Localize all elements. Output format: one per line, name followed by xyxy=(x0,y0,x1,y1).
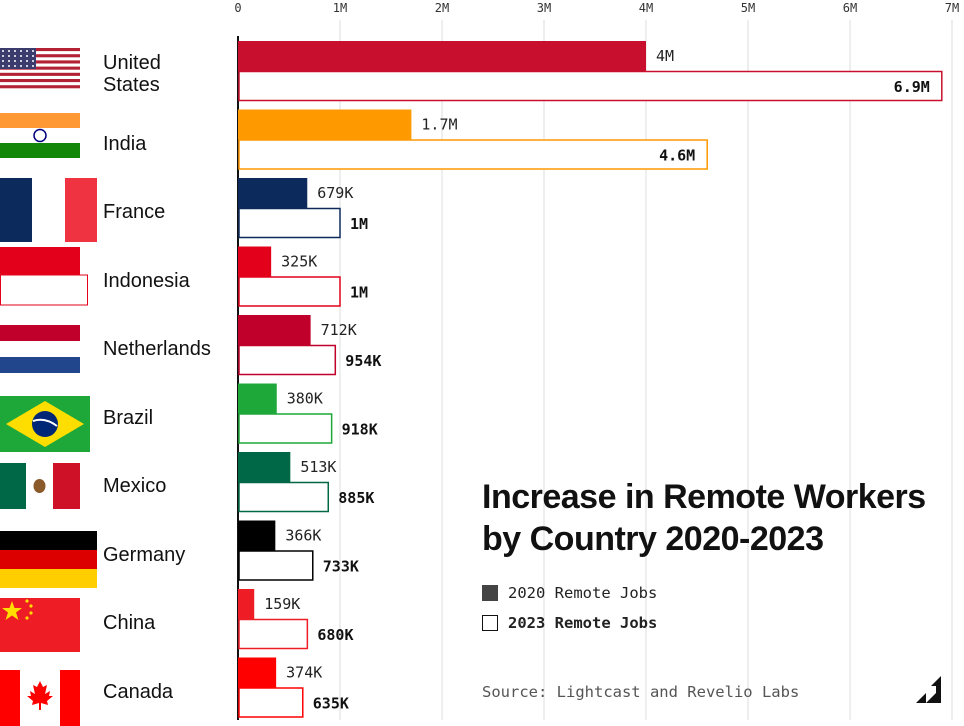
data-label-2020-brazil: 380K xyxy=(287,390,323,408)
germany-flag xyxy=(0,530,97,588)
data-label-2020-india: 1.7M xyxy=(421,116,457,134)
data-label-2023-indonesia: 1M xyxy=(350,284,368,302)
source-note: Source: Lightcast and Revelio Labs xyxy=(482,683,800,701)
data-label-2020-france: 679K xyxy=(317,184,353,202)
country-label-india: India xyxy=(103,132,147,155)
legend-swatch-filled xyxy=(482,585,498,601)
data-label-2023-china: 680K xyxy=(317,626,353,644)
country-label-mexico: Mexico xyxy=(103,475,167,497)
brand-logo-icon xyxy=(916,676,941,703)
france-flag xyxy=(0,178,97,242)
x-tick-label: 3M xyxy=(537,1,551,15)
bar-2020-indonesia xyxy=(238,246,272,277)
x-tick-label: 6M xyxy=(843,1,857,15)
x-tick-label: 4M xyxy=(639,1,653,15)
data-label-2023-india: 4.6M xyxy=(659,147,695,165)
bar-2023-mexico xyxy=(238,481,330,513)
data-label-2020-netherlands: 712K xyxy=(321,321,357,339)
mexico-flag xyxy=(0,463,80,509)
legend-label-2020: 2020 Remote Jobs xyxy=(508,584,658,602)
indonesia-flag xyxy=(0,246,88,305)
bar-2023-canada xyxy=(238,687,304,718)
country-label-germany: Germany xyxy=(103,543,186,566)
bar-2020-united-states xyxy=(238,41,646,71)
legend-label-2023: 2023 Remote Jobs xyxy=(508,614,658,632)
bar-2023-china xyxy=(238,618,309,650)
country-label-brazil: Brazil xyxy=(103,406,154,429)
x-tick-label: 7M xyxy=(945,1,959,15)
data-label-2023-mexico: 885K xyxy=(338,489,374,507)
chart-title: Increase in Remote Workers by Country 20… xyxy=(482,476,962,560)
x-tick-label: 1M xyxy=(333,1,347,15)
legend-item-2023: 2023 Remote Jobs xyxy=(482,614,657,632)
bar-2020-france xyxy=(238,178,308,208)
data-label-2023-netherlands: 954K xyxy=(345,352,381,370)
india-flag xyxy=(0,112,80,158)
data-label-2020-canada: 374K xyxy=(286,664,322,682)
x-tick-label: 0 xyxy=(234,1,241,15)
bar-2020-india xyxy=(238,109,412,140)
netherlands-flag xyxy=(0,325,80,373)
data-label-2020-germany: 366K xyxy=(285,527,321,545)
data-label-2020-mexico: 513K xyxy=(300,458,336,476)
data-label-2023-united-states: 6.9M xyxy=(894,78,930,96)
bar-2023-germany xyxy=(238,550,314,581)
bar-2023-france xyxy=(238,207,341,239)
bar-2020-brazil xyxy=(238,383,277,414)
bar-2023-india xyxy=(238,139,708,170)
x-tick-label: 2M xyxy=(435,1,449,15)
country-label-netherlands: Netherlands xyxy=(103,338,211,360)
brazil-flag xyxy=(0,395,90,452)
legend-item-2020: 2020 Remote Jobs xyxy=(482,584,657,602)
bar-2020-mexico xyxy=(238,452,291,482)
data-label-2020-united-states: 4M xyxy=(656,47,674,65)
data-label-2023-canada: 635K xyxy=(313,695,349,713)
bar-2020-netherlands xyxy=(238,315,311,345)
country-label-united-states: United States xyxy=(103,52,161,96)
data-label-2023-germany: 733K xyxy=(323,558,359,576)
bar-2020-china xyxy=(238,589,255,619)
country-label-indonesia: Indonesia xyxy=(103,269,190,292)
legend-swatch-outline xyxy=(482,615,498,631)
data-label-2023-brazil: 918K xyxy=(342,421,378,439)
data-label-2023-france: 1M xyxy=(350,215,368,233)
us-flag xyxy=(0,48,80,89)
bar-2020-germany xyxy=(238,520,276,551)
data-label-2020-indonesia: 325K xyxy=(281,253,317,271)
bar-2023-netherlands xyxy=(238,344,337,376)
x-tick-label: 5M xyxy=(741,1,755,15)
bar-2023-brazil xyxy=(238,413,333,444)
bar-2020-canada xyxy=(238,657,277,688)
canada-flag xyxy=(0,669,80,726)
country-label-china: China xyxy=(103,612,156,634)
data-label-2020-china: 159K xyxy=(264,595,300,613)
chart-title-line-1: Increase in Remote Workers xyxy=(482,478,926,516)
bar-2023-united-states xyxy=(238,70,943,102)
country-label-france: France xyxy=(103,201,166,223)
china-flag xyxy=(0,598,80,652)
bar-2023-indonesia xyxy=(238,276,341,307)
chart-title-line-2: by Country 2020-2023 xyxy=(482,520,824,558)
country-label-canada: Canada xyxy=(103,680,174,703)
